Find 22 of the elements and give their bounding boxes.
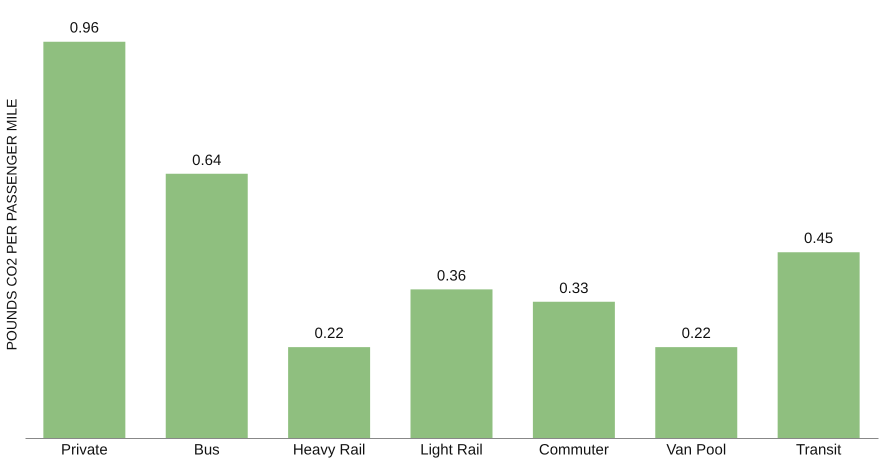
data-label: 0.64	[192, 152, 222, 169]
x-tick-label: Private	[61, 442, 108, 458]
x-tick-label: Transit	[796, 442, 842, 458]
bar	[43, 42, 126, 438]
x-tick-label: Bus	[194, 442, 220, 458]
data-label: 0.33	[559, 280, 588, 297]
bar	[288, 347, 370, 438]
bar	[655, 347, 738, 438]
bar	[532, 302, 615, 438]
data-label: 0.45	[804, 230, 834, 248]
data-label: 0.22	[682, 325, 711, 342]
data-label: 0.96	[70, 20, 99, 37]
bar	[166, 174, 248, 438]
y-axis-title: POUNDS CO2 PER PASSENGER MILE	[4, 98, 20, 350]
bar	[778, 252, 860, 438]
bar	[410, 289, 492, 438]
data-label: 0.36	[436, 267, 466, 284]
x-tick-label: Light Rail	[420, 442, 483, 458]
data-label: 0.22	[314, 325, 344, 342]
x-tick-label: Heavy Rail	[292, 442, 366, 458]
x-tick-label: Van Pool	[666, 442, 726, 458]
x-tick-label: Commuter	[538, 442, 609, 458]
